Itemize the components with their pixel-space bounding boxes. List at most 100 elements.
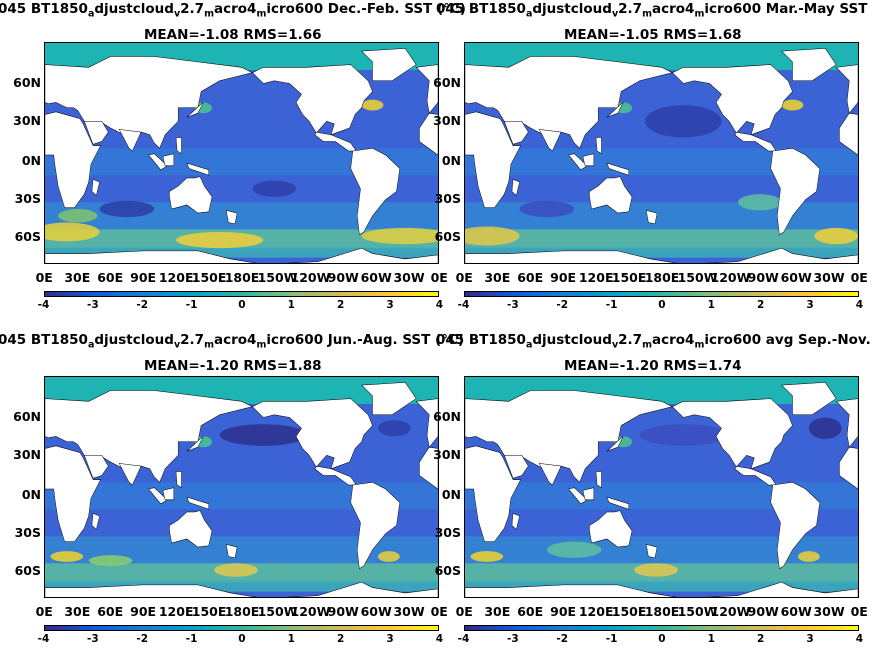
colorbar-tick-label: 3: [386, 633, 394, 645]
lon-tick-label: 60W: [780, 270, 812, 285]
lat-tick-label: 60S: [14, 229, 41, 244]
lon-tick-label: 90W: [327, 604, 359, 619]
title-subscript: m: [256, 8, 267, 20]
land-mass: [582, 153, 595, 167]
lon-tick-label: 60E: [97, 270, 124, 285]
sst-anomaly-region: [470, 551, 504, 562]
southern-ocean-band: [465, 229, 858, 249]
title-subscript: m: [642, 339, 652, 351]
panel-stats: MEAN=-1.20 RMS=1.74: [564, 358, 742, 374]
title-segment: icro600 Mar.-May SST: [704, 1, 868, 17]
panel-title: 045 BT1850adjustcloudv2.7macro4micro600 …: [0, 333, 464, 353]
lon-tick-label: 90E: [130, 270, 157, 285]
title-segment: acro4: [651, 1, 695, 17]
title-subscript: m: [694, 339, 705, 351]
sst-anomaly-region: [361, 99, 384, 111]
lon-tick-label: 120W: [710, 604, 751, 619]
antarctic-band: [465, 580, 858, 592]
colorbar-tick-label: 1: [707, 299, 715, 311]
land-mass: [589, 176, 633, 214]
land-mass: [350, 482, 401, 570]
land-mass: [186, 496, 209, 510]
sst-map: [464, 42, 859, 264]
colorbar-tick-label: 3: [806, 299, 814, 311]
land-mass: [582, 487, 595, 501]
title-subscript: a: [525, 8, 533, 20]
lon-tick-label: 120W: [290, 270, 331, 285]
sst-anomaly-region: [58, 209, 98, 223]
title-segment: icro600 Dec.-Feb. SST (°C): [266, 1, 466, 17]
lon-tick-label: 60E: [97, 604, 124, 619]
lon-tick-label: 0E: [850, 604, 868, 619]
title-subscript: v: [611, 339, 619, 351]
lon-tick-label: 30E: [484, 604, 511, 619]
lon-tick-label: 60W: [780, 604, 812, 619]
colorbar-tick-label: 2: [757, 633, 765, 645]
land-mass: [91, 512, 100, 530]
sst-map: [44, 376, 439, 598]
lon-tick-label: 120W: [290, 604, 331, 619]
panel-stats: MEAN=-1.08 RMS=1.66: [144, 27, 322, 43]
antarctic-band: [465, 246, 858, 258]
sst-field-svg: [465, 377, 858, 597]
colorbar-tick-label: 4: [435, 299, 444, 311]
lat-tick-label: 30S: [434, 191, 461, 206]
title-segment: acro4: [213, 332, 257, 348]
land-mass: [186, 162, 209, 176]
title-segment: djustcloud: [532, 332, 612, 348]
land-mass: [839, 112, 858, 156]
lon-tick-label: 90W: [747, 270, 779, 285]
land-mass: [780, 48, 837, 82]
lon-tick-label: 120E: [578, 604, 614, 619]
lat-tick-label: 60N: [13, 75, 41, 90]
lon-tick-label: 30E: [484, 270, 511, 285]
title-segment: 045 BT1850: [0, 332, 88, 348]
land-mass: [589, 510, 633, 548]
lon-tick-label: 120W: [710, 270, 751, 285]
lon-tick-label: 150E: [611, 270, 647, 285]
land-mass: [835, 64, 858, 114]
colorbar-tick-label: -4: [457, 633, 470, 645]
lon-tick-label: 180E: [644, 270, 680, 285]
land-mass: [465, 581, 858, 597]
colorbar-tick-label: 0: [238, 633, 246, 645]
colorbar-tick-label: 0: [658, 633, 666, 645]
lon-tick-label: 150W: [677, 604, 718, 619]
lat-tick-label: 30S: [434, 525, 461, 540]
sst-anomaly-region: [645, 105, 722, 138]
colorbar-tick-label: -2: [136, 633, 149, 645]
land-mass: [835, 398, 858, 448]
colorbar-tick-label: -1: [185, 299, 198, 311]
colorbar: [44, 291, 439, 297]
sst-anomaly-region: [176, 231, 264, 249]
lon-tick-label: 0E: [455, 270, 473, 285]
sst-anomaly-region: [546, 541, 602, 558]
land-mass: [606, 102, 624, 118]
land-mass: [419, 112, 438, 156]
colorbar-tick-label: -2: [136, 299, 149, 311]
land-mass: [118, 129, 142, 152]
land-mass: [770, 148, 821, 236]
colorbar-tick-label: -1: [605, 299, 618, 311]
sst-anomaly-region: [214, 563, 258, 577]
title-subscript: m: [204, 8, 214, 20]
colorbar-tick-label: 4: [435, 633, 444, 645]
lon-tick-label: 180E: [224, 270, 260, 285]
title-segment: 045 BT1850: [436, 332, 526, 348]
sst-anomaly-region: [50, 551, 84, 562]
sst-anomaly-region: [252, 180, 297, 197]
lat-tick-label: 0N: [441, 487, 461, 502]
lon-tick-label: 0E: [850, 270, 868, 285]
sst-anomaly-region: [45, 222, 100, 242]
land-mass: [118, 463, 142, 486]
title-subscript: v: [173, 339, 181, 351]
lat-tick-label: 60N: [433, 409, 461, 424]
land-mass: [162, 487, 175, 501]
colorbar-tick-label: 2: [757, 299, 765, 311]
title-segment: 2.7: [180, 332, 205, 348]
lon-tick-label: 60E: [517, 270, 544, 285]
title-segment: djustcloud: [532, 1, 612, 17]
land-mass: [83, 121, 109, 145]
land-mass: [45, 445, 102, 542]
land-mass: [606, 162, 629, 176]
